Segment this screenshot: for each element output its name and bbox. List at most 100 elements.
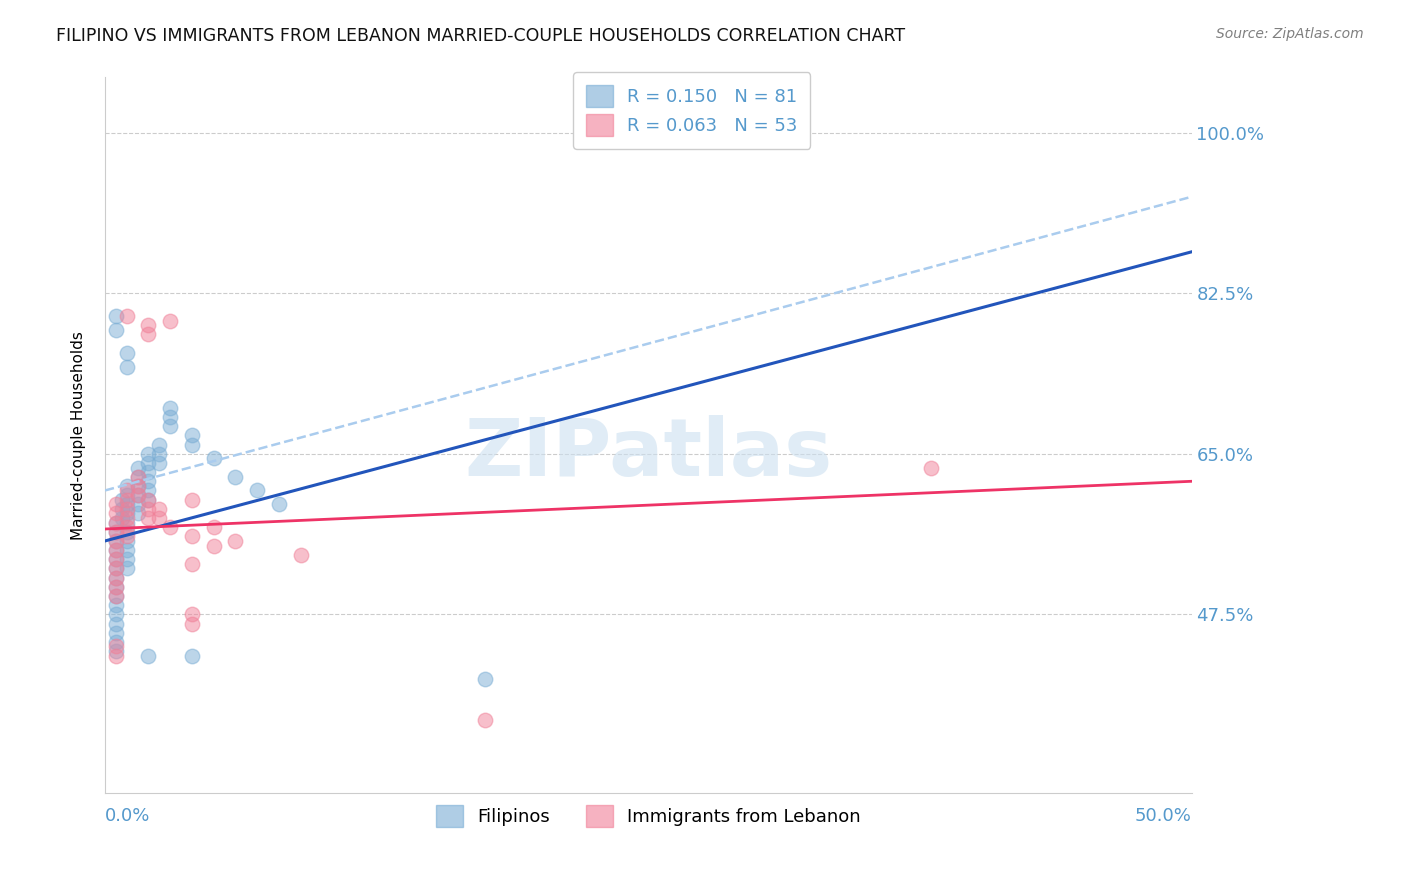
Point xyxy=(115,346,138,360)
Point xyxy=(115,533,138,548)
Point xyxy=(104,507,127,521)
Point xyxy=(104,309,127,323)
Point xyxy=(115,507,138,521)
Point xyxy=(115,552,138,566)
Legend: Filipinos, Immigrants from Lebanon: Filipinos, Immigrants from Lebanon xyxy=(429,798,869,834)
Point xyxy=(115,497,138,511)
Point xyxy=(104,607,127,622)
Point xyxy=(138,648,160,663)
Point xyxy=(180,607,202,622)
Point xyxy=(202,520,225,534)
Point xyxy=(104,516,127,530)
Point xyxy=(111,492,134,507)
Point xyxy=(180,648,202,663)
Point xyxy=(127,479,149,493)
Point xyxy=(104,543,127,558)
Point xyxy=(202,539,225,553)
Point xyxy=(267,497,290,511)
Point xyxy=(115,359,138,374)
Point xyxy=(104,552,127,566)
Point xyxy=(104,323,127,337)
Point xyxy=(104,580,127,594)
Point xyxy=(115,520,138,534)
Point xyxy=(115,524,138,539)
Point xyxy=(180,616,202,631)
Point xyxy=(138,501,160,516)
Point xyxy=(104,648,127,663)
Point xyxy=(115,529,138,543)
Point xyxy=(290,548,312,562)
Point xyxy=(127,479,149,493)
Point xyxy=(127,469,149,483)
Point xyxy=(104,571,127,585)
Point xyxy=(104,497,127,511)
Point xyxy=(180,437,202,451)
Point xyxy=(104,589,127,603)
Point xyxy=(104,589,127,603)
Point xyxy=(148,456,170,470)
Point xyxy=(115,543,138,558)
Point xyxy=(104,543,127,558)
Point xyxy=(115,488,138,502)
Point xyxy=(474,672,496,686)
Point xyxy=(148,501,170,516)
Point xyxy=(104,516,127,530)
Point xyxy=(115,309,138,323)
Point xyxy=(104,640,127,654)
Point xyxy=(104,644,127,658)
Point xyxy=(159,313,181,327)
Text: 0.0%: 0.0% xyxy=(105,807,150,825)
Point xyxy=(104,635,127,649)
Text: Source: ZipAtlas.com: Source: ZipAtlas.com xyxy=(1216,27,1364,41)
Point xyxy=(111,511,134,525)
Point xyxy=(127,488,149,502)
Point xyxy=(138,475,160,489)
Point xyxy=(104,580,127,594)
Point xyxy=(115,511,138,525)
Point xyxy=(138,492,160,507)
Point xyxy=(180,428,202,442)
Point xyxy=(202,451,225,466)
Point xyxy=(138,465,160,479)
Point xyxy=(138,492,160,507)
Point xyxy=(104,616,127,631)
Y-axis label: Married-couple Households: Married-couple Households xyxy=(72,331,86,540)
Point xyxy=(104,524,127,539)
Point xyxy=(115,501,138,516)
Point xyxy=(138,456,160,470)
Point xyxy=(138,327,160,342)
Point xyxy=(246,483,269,498)
Text: 50.0%: 50.0% xyxy=(1135,807,1192,825)
Point xyxy=(127,497,149,511)
Point xyxy=(104,561,127,575)
Point xyxy=(104,571,127,585)
Point xyxy=(115,561,138,575)
Point xyxy=(180,529,202,543)
Point xyxy=(104,533,127,548)
Point xyxy=(104,524,127,539)
Point xyxy=(224,469,246,483)
Point xyxy=(138,483,160,498)
Point xyxy=(920,460,942,475)
Point xyxy=(148,447,170,461)
Point xyxy=(104,552,127,566)
Point xyxy=(159,419,181,434)
Point xyxy=(180,492,202,507)
Point xyxy=(159,401,181,415)
Point xyxy=(138,511,160,525)
Point xyxy=(104,561,127,575)
Point xyxy=(180,557,202,571)
Point xyxy=(111,501,134,516)
Point xyxy=(474,713,496,727)
Point xyxy=(127,460,149,475)
Point xyxy=(127,469,149,483)
Point xyxy=(138,318,160,333)
Point xyxy=(127,488,149,502)
Point xyxy=(115,479,138,493)
Point xyxy=(138,447,160,461)
Point xyxy=(148,511,170,525)
Text: ZIPatlas: ZIPatlas xyxy=(464,415,832,492)
Point xyxy=(104,598,127,612)
Point xyxy=(127,507,149,521)
Point xyxy=(104,533,127,548)
